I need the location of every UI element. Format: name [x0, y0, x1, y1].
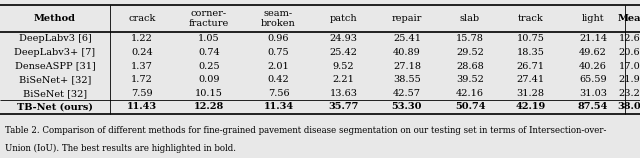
Text: 28.68: 28.68: [456, 62, 484, 71]
Text: 9.52: 9.52: [333, 62, 355, 71]
Text: 11.43: 11.43: [127, 102, 157, 111]
Text: 17.00: 17.00: [619, 62, 640, 71]
Text: 65.59: 65.59: [579, 75, 607, 84]
Text: corner-
fracture: corner- fracture: [189, 9, 229, 28]
Text: 21.14: 21.14: [579, 34, 607, 43]
Text: seam-
broken: seam- broken: [261, 9, 296, 28]
Text: slab: slab: [460, 14, 480, 23]
Text: 18.35: 18.35: [516, 48, 545, 57]
Text: 1.22: 1.22: [131, 34, 153, 43]
Text: 15.78: 15.78: [456, 34, 484, 43]
Text: 1.37: 1.37: [131, 62, 153, 71]
Text: 0.09: 0.09: [198, 75, 220, 84]
Text: Mean: Mean: [617, 14, 640, 23]
Text: track: track: [518, 14, 543, 23]
Text: DenseASPP [31]: DenseASPP [31]: [15, 62, 95, 71]
Text: 49.62: 49.62: [579, 48, 607, 57]
Text: DeepLabv3+ [7]: DeepLabv3+ [7]: [15, 48, 95, 57]
Text: 25.42: 25.42: [330, 48, 358, 57]
Text: 10.15: 10.15: [195, 89, 223, 98]
Text: 24.93: 24.93: [330, 34, 358, 43]
Text: TB-Net (ours): TB-Net (ours): [17, 102, 93, 111]
Text: 31.03: 31.03: [579, 89, 607, 98]
Text: 12.65: 12.65: [619, 34, 640, 43]
Text: 50.74: 50.74: [455, 102, 485, 111]
Text: 12.28: 12.28: [194, 102, 224, 111]
Text: 40.89: 40.89: [393, 48, 421, 57]
Text: 20.69: 20.69: [619, 48, 640, 57]
Text: 0.96: 0.96: [268, 34, 289, 43]
Text: 42.57: 42.57: [393, 89, 421, 98]
Text: DeepLabv3 [6]: DeepLabv3 [6]: [19, 34, 92, 43]
Text: 42.16: 42.16: [456, 89, 484, 98]
Text: 31.28: 31.28: [516, 89, 545, 98]
Text: 26.71: 26.71: [516, 62, 545, 71]
Text: 27.18: 27.18: [393, 62, 421, 71]
Text: 1.72: 1.72: [131, 75, 153, 84]
Text: 7.56: 7.56: [268, 89, 289, 98]
Text: 11.34: 11.34: [264, 102, 294, 111]
Text: 42.19: 42.19: [515, 102, 546, 111]
Text: Table 2. Comparison of different methods for fine-grained pavement disease segme: Table 2. Comparison of different methods…: [5, 126, 607, 135]
Text: Union (IoU). The best results are highlighted in bold.: Union (IoU). The best results are highli…: [5, 144, 236, 153]
Text: 0.42: 0.42: [268, 75, 289, 84]
Text: 87.54: 87.54: [578, 102, 608, 111]
Text: 0.24: 0.24: [131, 48, 153, 57]
Text: 27.41: 27.41: [516, 75, 545, 84]
Text: 38.07: 38.07: [617, 102, 640, 111]
Text: 25.41: 25.41: [393, 34, 421, 43]
Text: patch: patch: [330, 14, 357, 23]
Text: 40.26: 40.26: [579, 62, 607, 71]
Text: 29.52: 29.52: [456, 48, 484, 57]
Text: 0.75: 0.75: [268, 48, 289, 57]
Text: crack: crack: [128, 14, 156, 23]
Text: 39.52: 39.52: [456, 75, 484, 84]
Text: repair: repair: [392, 14, 422, 23]
Text: 2.21: 2.21: [333, 75, 355, 84]
Text: 53.30: 53.30: [392, 102, 422, 111]
Text: 13.63: 13.63: [330, 89, 358, 98]
Text: 0.25: 0.25: [198, 62, 220, 71]
Text: 7.59: 7.59: [131, 89, 153, 98]
Text: BiSeNet+ [32]: BiSeNet+ [32]: [19, 75, 91, 84]
Text: 0.74: 0.74: [198, 48, 220, 57]
Text: BiSeNet [32]: BiSeNet [32]: [23, 89, 87, 98]
Text: 10.75: 10.75: [516, 34, 545, 43]
Text: light: light: [582, 14, 604, 23]
Text: 2.01: 2.01: [268, 62, 289, 71]
Text: 38.55: 38.55: [393, 75, 421, 84]
Text: 1.05: 1.05: [198, 34, 220, 43]
Text: Method: Method: [34, 14, 76, 23]
Text: 35.77: 35.77: [328, 102, 358, 111]
Text: 21.93: 21.93: [618, 75, 640, 84]
Text: 23.25: 23.25: [618, 89, 640, 98]
